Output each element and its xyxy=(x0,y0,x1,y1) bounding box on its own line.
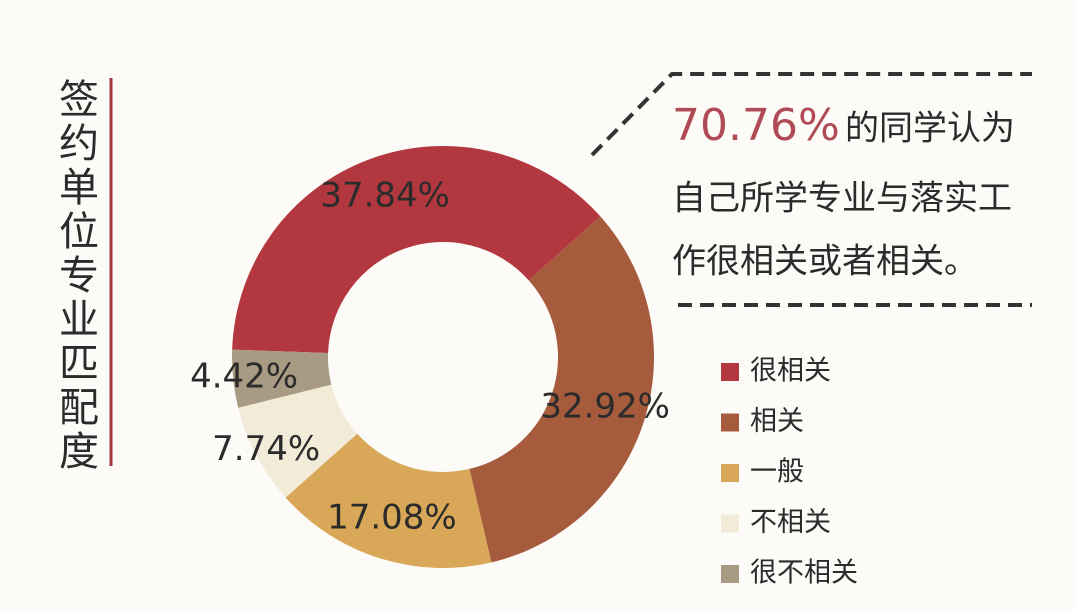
annotation-highlight: 70.76% xyxy=(672,100,840,151)
annotation-text: 作很相关或者相关。 xyxy=(672,242,978,282)
data-label: 37.84% xyxy=(320,176,450,216)
annotation-text: 自己所学专业与落实工 xyxy=(672,179,1012,219)
legend-swatch xyxy=(721,565,739,583)
callout-line xyxy=(590,72,1032,157)
chart-title: 签约单位专业匹配度 xyxy=(52,78,98,474)
donut-segment xyxy=(469,216,655,563)
donut-segment xyxy=(232,146,601,353)
legend-label: 很相关 xyxy=(750,356,831,387)
legend-label: 一般 xyxy=(750,457,804,488)
legend-label: 相关 xyxy=(750,406,804,437)
donut-segment xyxy=(232,349,332,408)
legend-swatch xyxy=(721,413,739,432)
annotation-text: 的同学认为 xyxy=(845,109,1015,149)
data-label: 17.08% xyxy=(327,498,457,538)
data-label: 7.74% xyxy=(212,429,320,469)
legend-label: 不相关 xyxy=(750,507,831,538)
donut-segment xyxy=(238,384,358,498)
data-label: 4.42% xyxy=(190,356,298,396)
donut-segment xyxy=(285,433,492,568)
legend-swatch xyxy=(721,363,739,381)
data-label: 32.92% xyxy=(540,387,670,427)
legend-swatch xyxy=(721,514,739,533)
legend-swatch xyxy=(721,464,739,482)
legend-label: 很不相关 xyxy=(750,558,858,589)
